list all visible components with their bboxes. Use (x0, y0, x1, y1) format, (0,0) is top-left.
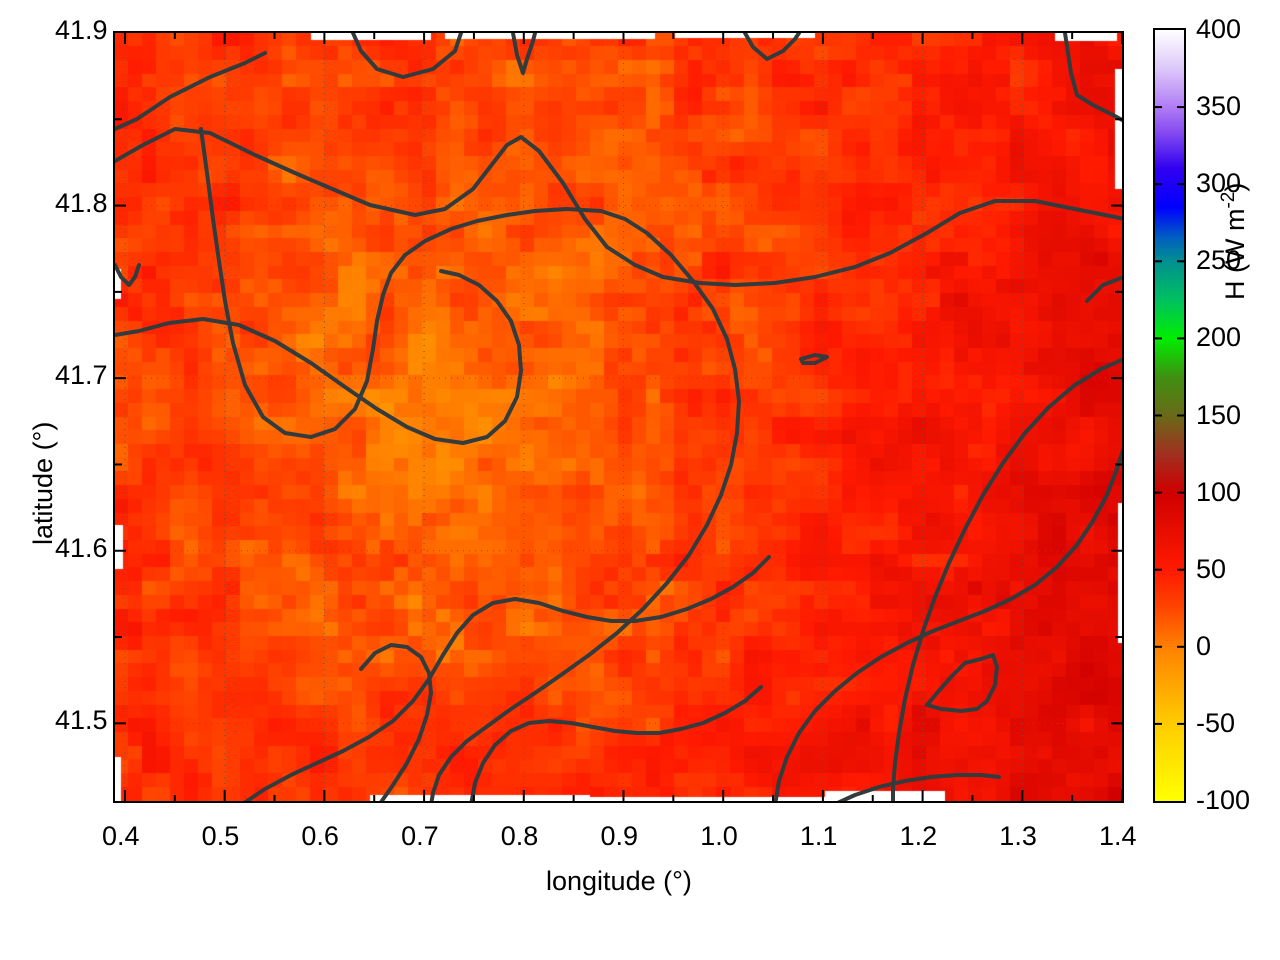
colorbar-tick-label: 200 (1196, 322, 1242, 353)
y-axis-tick-label: 41.6 (55, 532, 108, 563)
colorbar-tick-label: 100 (1196, 476, 1242, 507)
x-axis-tick-label: 0.6 (301, 821, 339, 851)
plot-area (113, 31, 1124, 803)
colorbar-tick-label: 150 (1196, 399, 1242, 430)
x-axis-title: longitude (°) (546, 866, 692, 896)
y-axis-title: latitude (°) (28, 421, 58, 545)
colorbar (1153, 28, 1186, 803)
colorbar-tick-label: 300 (1196, 168, 1242, 199)
y-axis-tick-label: 41.9 (55, 15, 108, 45)
x-axis-tick-label: 0.4 (101, 821, 140, 851)
contour-lines (115, 33, 1122, 801)
colorbar-tick-label: -50 (1196, 707, 1236, 738)
y-axis-tick-label: 41.7 (55, 360, 108, 391)
x-axis-tick-label: 1.2 (899, 821, 938, 851)
grid-lines (115, 33, 1122, 801)
x-axis-tick-label: 0.9 (600, 821, 639, 851)
colorbar-tick-label: 350 (1196, 91, 1242, 122)
x-axis-tick-label: 1.1 (799, 821, 838, 851)
colorbar-tick-label: 250 (1196, 245, 1242, 276)
colorbar-title: H (W m-2) (1218, 183, 1251, 300)
x-axis-tick-label: 1.3 (999, 821, 1037, 851)
x-axis-tick-label: 0.5 (201, 821, 240, 851)
x-axis-tick-label: 0.7 (401, 821, 439, 851)
axis-tick-marks (115, 33, 1122, 801)
colorbar-tick-label: -100 (1196, 785, 1251, 815)
x-axis-tick-label: 0.8 (500, 821, 539, 851)
y-axis-tick-label: 41.8 (55, 187, 108, 218)
x-axis-tick-label: 1.4 (1099, 821, 1137, 851)
colorbar-tick-label: 0 (1196, 630, 1212, 661)
y-axis-tick-label: 41.5 (55, 705, 108, 736)
x-axis-tick-label: 1.0 (700, 821, 738, 851)
colorbar-tick-label: 50 (1196, 553, 1227, 584)
colorbar-tick-label: 400 (1196, 14, 1242, 44)
